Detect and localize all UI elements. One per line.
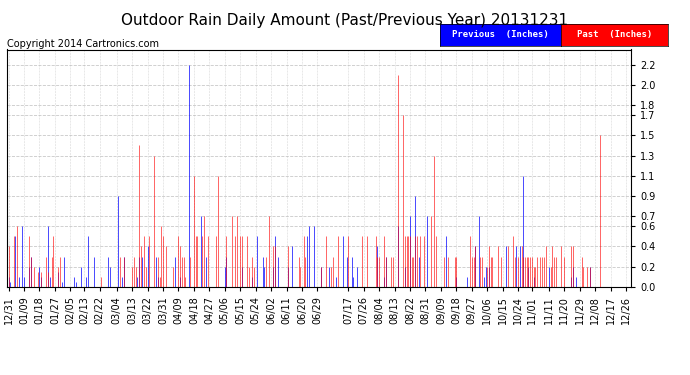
Text: Outdoor Rain Daily Amount (Past/Previous Year) 20131231: Outdoor Rain Daily Amount (Past/Previous… (121, 13, 569, 28)
Text: Copyright 2014 Cartronics.com: Copyright 2014 Cartronics.com (7, 39, 159, 50)
Text: Past  (Inches): Past (Inches) (577, 30, 652, 39)
Text: Previous  (Inches): Previous (Inches) (452, 30, 549, 39)
